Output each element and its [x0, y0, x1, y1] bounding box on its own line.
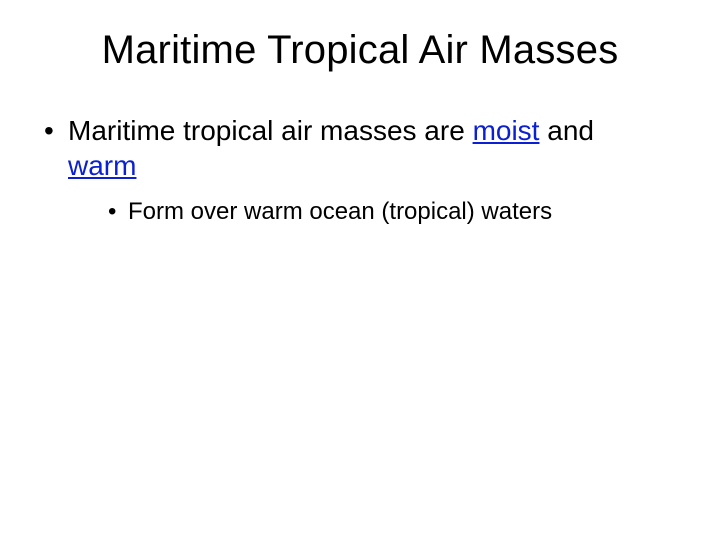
slide: Maritime Tropical Air Masses Maritime tr…	[0, 0, 720, 540]
bullet-l2-text: Form over warm ocean (tropical) waters	[128, 198, 552, 225]
slide-title: Maritime Tropical Air Masses	[36, 28, 684, 73]
bullet-level-1: Maritime tropical air masses are moist a…	[44, 113, 684, 183]
bullet-level-2: Form over warm ocean (tropical) waters	[108, 197, 684, 227]
bullet-l1-text-pre: Maritime tropical air masses are	[68, 115, 473, 146]
bullet-l1-text-mid: and	[539, 115, 594, 146]
keyword-moist: moist	[473, 115, 540, 146]
keyword-warm: warm	[68, 150, 136, 181]
